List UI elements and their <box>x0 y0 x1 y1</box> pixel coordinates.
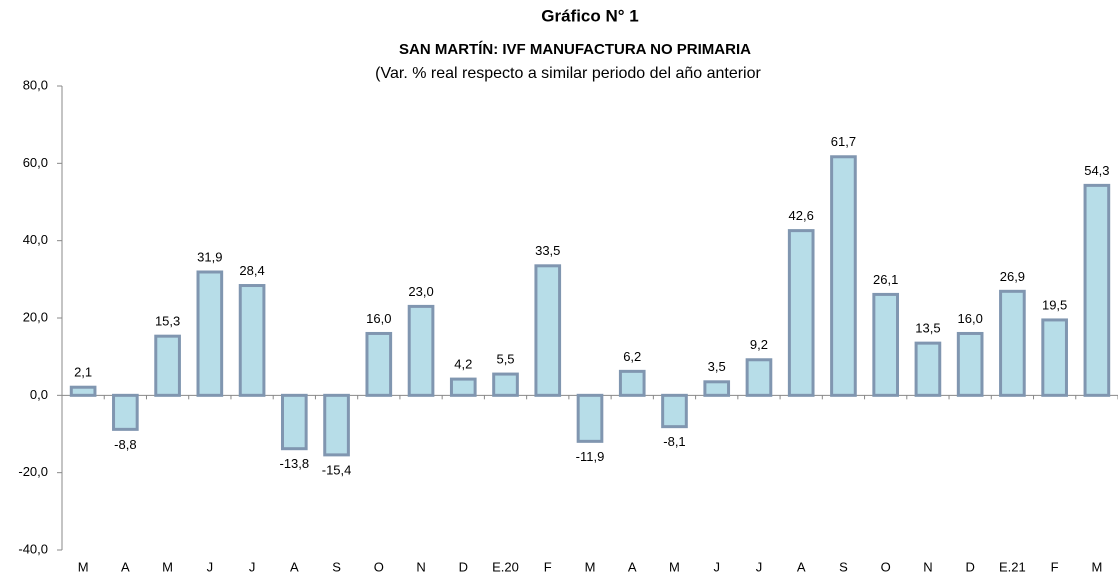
value-label: 3,5 <box>708 359 726 374</box>
bar <box>830 155 857 397</box>
value-label: 23,0 <box>408 284 433 299</box>
bar <box>238 284 266 397</box>
x-tick-label: N <box>923 559 932 574</box>
bar <box>618 369 646 397</box>
x-tick-label: F <box>1051 559 1059 574</box>
x-tick-label: D <box>965 559 974 574</box>
value-label: 16,0 <box>958 311 983 326</box>
value-label: 28,4 <box>239 263 264 278</box>
value-label: 61,7 <box>831 134 856 149</box>
value-label: 19,5 <box>1042 297 1067 312</box>
value-label: 16,0 <box>366 311 391 326</box>
x-tick-label: M <box>78 559 89 574</box>
y-tick-label: 60,0 <box>23 155 48 170</box>
bar <box>872 292 900 397</box>
value-label: 4,2 <box>454 357 472 372</box>
value-label: 54,3 <box>1084 163 1109 178</box>
value-label: 5,5 <box>496 352 514 367</box>
x-tick-label: S <box>839 559 848 574</box>
bar <box>661 393 688 429</box>
x-tick-label: J <box>713 559 720 574</box>
value-label: -15,4 <box>322 462 352 477</box>
y-tick-label: -20,0 <box>18 464 48 479</box>
x-tick-label: A <box>121 559 130 574</box>
x-tick-label: M <box>585 559 596 574</box>
value-label: 42,6 <box>789 208 814 223</box>
value-label: -8,8 <box>114 437 136 452</box>
bar <box>576 393 604 443</box>
y-tick-label: 80,0 <box>23 77 48 92</box>
value-label: -11,9 <box>576 449 605 464</box>
y-tick-label: 20,0 <box>23 309 48 324</box>
bar <box>449 377 477 397</box>
value-label: -13,8 <box>279 456 309 471</box>
bar <box>787 229 815 397</box>
value-label: 33,5 <box>535 243 560 258</box>
value-label: 31,9 <box>197 249 222 264</box>
x-tick-label: M <box>1091 559 1102 574</box>
value-label: 26,1 <box>873 272 898 287</box>
bar <box>956 331 984 397</box>
y-tick-label: 0,0 <box>30 387 48 402</box>
bar <box>914 341 942 397</box>
chart-subtitle: SAN MARTÍN: IVF MANUFACTURA NO PRIMARIA <box>399 41 751 58</box>
x-tick-label: O <box>881 559 891 574</box>
bar <box>196 270 224 397</box>
value-label: 6,2 <box>623 349 641 364</box>
bar <box>323 393 350 457</box>
bar <box>365 331 393 397</box>
value-label: 13,5 <box>915 321 940 336</box>
x-tick-label: O <box>374 559 384 574</box>
bar <box>69 385 97 397</box>
value-label: 9,2 <box>750 337 768 352</box>
x-tick-label: J <box>249 559 256 574</box>
x-tick-label: A <box>290 559 299 574</box>
bar <box>703 380 731 397</box>
x-tick-label: S <box>332 559 341 574</box>
bar <box>745 358 773 397</box>
value-label: 15,3 <box>155 314 180 329</box>
y-tick-label: -40,0 <box>18 541 48 556</box>
bar <box>280 393 308 451</box>
x-tick-label: N <box>416 559 425 574</box>
x-tick-label: A <box>628 559 637 574</box>
bar <box>999 289 1026 397</box>
value-label: 26,9 <box>1000 269 1025 284</box>
bar <box>407 304 435 397</box>
x-tick-label: E.20 <box>492 559 519 574</box>
bar <box>112 393 139 431</box>
x-tick-label: M <box>669 559 680 574</box>
chart-note: (Var. % real respecto a similar periodo … <box>375 65 761 82</box>
x-tick-label: J <box>756 559 763 574</box>
bar <box>534 264 562 397</box>
chart-title: Gráfico N° 1 <box>541 6 639 25</box>
bar <box>1083 183 1111 397</box>
value-label: 2,1 <box>74 365 92 380</box>
bar <box>154 334 181 397</box>
x-tick-label: E.21 <box>999 559 1026 574</box>
x-tick-label: J <box>207 559 214 574</box>
y-tick-label: 40,0 <box>23 232 48 247</box>
bar <box>492 372 519 397</box>
value-label: -8,1 <box>663 434 685 449</box>
x-tick-label: D <box>459 559 468 574</box>
bar <box>1041 318 1068 397</box>
x-tick-label: A <box>797 559 806 574</box>
x-tick-label: M <box>162 559 173 574</box>
x-tick-label: F <box>544 559 552 574</box>
